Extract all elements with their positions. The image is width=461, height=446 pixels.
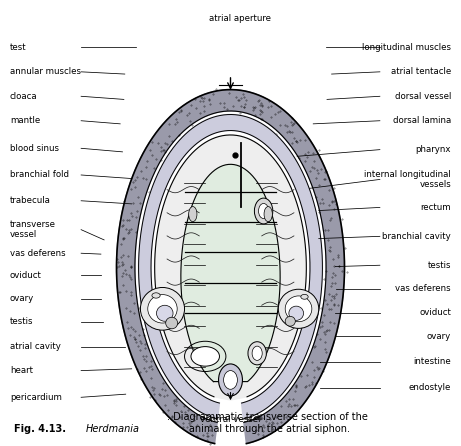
Circle shape [141,288,184,330]
Text: cloaca: cloaca [10,92,37,101]
Polygon shape [139,115,322,419]
Text: branchial fold: branchial fold [10,170,69,179]
Text: testis: testis [428,261,451,270]
Ellipse shape [254,198,273,224]
Text: . Diagrammatic transverse section of the
       animal through the atrial siphon: . Diagrammatic transverse section of the… [167,412,368,434]
Text: vas deferens: vas deferens [10,249,65,258]
Ellipse shape [152,293,160,298]
Text: oviduct: oviduct [10,271,42,280]
Circle shape [156,305,173,321]
Text: pericardium: pericardium [10,393,62,402]
Ellipse shape [224,371,237,389]
Circle shape [148,294,177,323]
Polygon shape [155,135,306,400]
Text: branchial cavity: branchial cavity [382,232,451,241]
Circle shape [278,289,319,328]
Text: vas deferens: vas deferens [396,284,451,293]
Text: annular muscles: annular muscles [10,67,81,76]
Text: atrial aperture: atrial aperture [209,14,271,23]
Text: endostyle: endostyle [409,383,451,392]
Text: ovary: ovary [427,332,451,341]
Circle shape [289,306,304,320]
Ellipse shape [219,364,242,396]
Text: intestine: intestine [414,357,451,366]
Text: rectum: rectum [420,203,451,212]
Text: atrial tentacle: atrial tentacle [391,67,451,76]
Text: dorsal lamina: dorsal lamina [393,116,451,125]
Polygon shape [181,164,280,382]
Ellipse shape [259,203,269,219]
Text: dorsal vessel: dorsal vessel [395,92,451,101]
Text: transverse
vessel: transverse vessel [10,220,56,240]
Text: trabecula: trabecula [10,196,51,205]
Polygon shape [117,90,344,444]
Text: heart: heart [10,366,33,375]
Text: Herdmania: Herdmania [86,424,140,434]
Text: internal longitudinal
vessels: internal longitudinal vessels [364,170,451,189]
Text: atrial cavity: atrial cavity [10,342,61,351]
Text: ventral vessel: ventral vessel [200,415,261,424]
Circle shape [165,317,177,329]
Text: mantle: mantle [10,116,40,125]
Ellipse shape [191,347,219,366]
Ellipse shape [248,342,266,365]
Text: pharynx: pharynx [416,145,451,154]
Text: ovary: ovary [10,294,34,303]
Text: longitudinal muscles: longitudinal muscles [362,43,451,52]
Text: blood sinus: blood sinus [10,144,59,153]
Circle shape [285,316,296,326]
Ellipse shape [189,206,197,222]
Ellipse shape [301,294,308,299]
Text: Fig. 4.13.: Fig. 4.13. [14,424,66,434]
Text: test: test [10,43,27,52]
Circle shape [285,296,312,322]
Text: oviduct: oviduct [419,308,451,317]
Text: testis: testis [10,317,33,326]
Ellipse shape [252,346,262,360]
Ellipse shape [264,206,272,222]
